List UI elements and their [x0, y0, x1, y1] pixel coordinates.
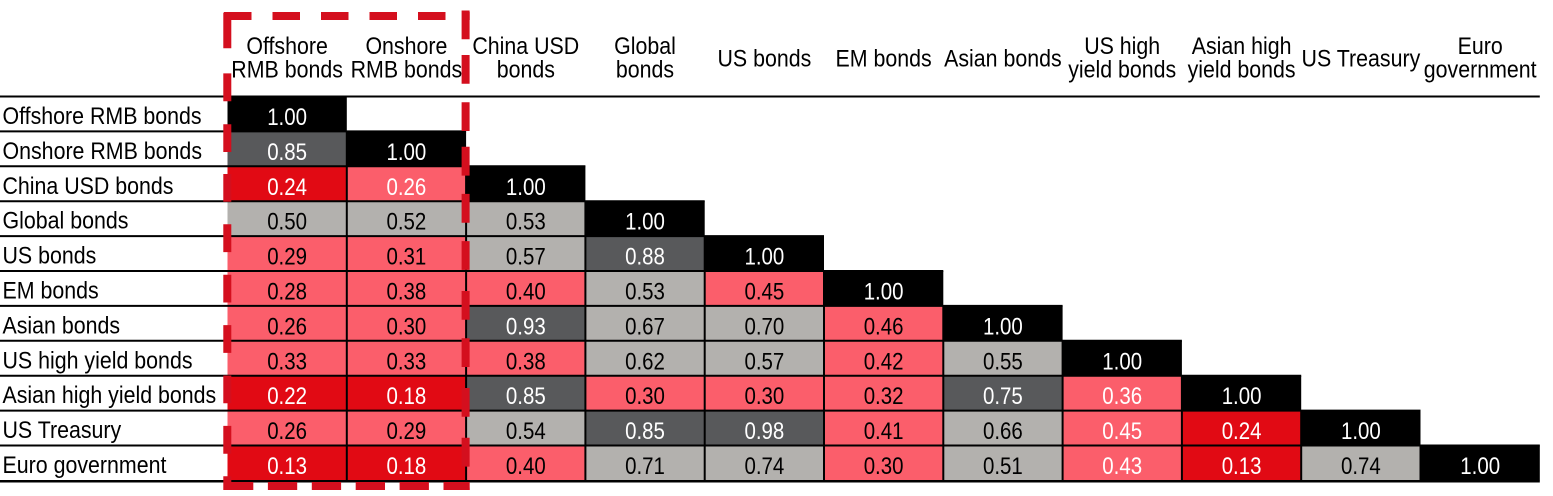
- svg-text:0.55: 0.55: [983, 348, 1023, 375]
- svg-text:China USD: China USD: [472, 33, 579, 60]
- svg-text:RMB bonds: RMB bonds: [351, 57, 463, 84]
- svg-text:0.29: 0.29: [267, 244, 307, 271]
- svg-text:0.40: 0.40: [506, 279, 546, 306]
- svg-text:0.38: 0.38: [506, 348, 546, 375]
- svg-text:US high yield bonds: US high yield bonds: [3, 347, 193, 374]
- svg-text:0.74: 0.74: [1341, 453, 1381, 480]
- svg-text:0.75: 0.75: [983, 383, 1023, 410]
- svg-text:Onshore RMB bonds: Onshore RMB bonds: [3, 138, 203, 165]
- svg-text:0.42: 0.42: [864, 348, 904, 375]
- svg-text:0.85: 0.85: [506, 383, 546, 410]
- svg-text:0.36: 0.36: [1102, 383, 1142, 410]
- svg-text:0.62: 0.62: [625, 348, 665, 375]
- svg-text:US high: US high: [1084, 33, 1160, 60]
- svg-text:0.33: 0.33: [267, 348, 307, 375]
- svg-text:0.22: 0.22: [267, 383, 307, 410]
- svg-text:0.57: 0.57: [506, 244, 546, 271]
- svg-text:0.98: 0.98: [745, 418, 785, 445]
- svg-text:1.00: 1.00: [267, 104, 307, 131]
- svg-text:0.46: 0.46: [864, 313, 904, 340]
- svg-text:0.88: 0.88: [625, 244, 665, 271]
- svg-text:1.00: 1.00: [1102, 348, 1142, 375]
- svg-text:0.13: 0.13: [267, 453, 307, 480]
- svg-text:Euro government: Euro government: [3, 452, 167, 479]
- svg-text:0.24: 0.24: [1222, 418, 1262, 445]
- svg-text:Asian bonds: Asian bonds: [944, 46, 1062, 73]
- svg-text:0.41: 0.41: [864, 418, 904, 445]
- svg-text:US bonds: US bonds: [718, 46, 812, 73]
- svg-text:0.30: 0.30: [387, 313, 427, 340]
- svg-text:0.43: 0.43: [1102, 453, 1142, 480]
- svg-text:1.00: 1.00: [864, 279, 904, 306]
- svg-text:0.30: 0.30: [625, 383, 665, 410]
- svg-text:0.29: 0.29: [387, 418, 427, 445]
- svg-text:Onshore: Onshore: [365, 33, 447, 60]
- svg-text:0.28: 0.28: [267, 279, 307, 306]
- svg-text:0.85: 0.85: [267, 139, 307, 166]
- svg-text:EM bonds: EM bonds: [836, 46, 932, 73]
- svg-text:0.31: 0.31: [387, 244, 427, 271]
- svg-text:US Treasury: US Treasury: [3, 417, 122, 444]
- svg-text:0.30: 0.30: [745, 383, 785, 410]
- svg-text:EM bonds: EM bonds: [3, 278, 99, 305]
- svg-text:RMB bonds: RMB bonds: [231, 57, 343, 84]
- svg-text:Asian high: Asian high: [1192, 33, 1292, 60]
- svg-text:1.00: 1.00: [625, 209, 665, 236]
- svg-text:0.93: 0.93: [506, 313, 546, 340]
- svg-text:0.38: 0.38: [387, 279, 427, 306]
- svg-text:1.00: 1.00: [506, 174, 546, 201]
- svg-text:1.00: 1.00: [1460, 453, 1500, 480]
- svg-text:0.53: 0.53: [506, 209, 546, 236]
- svg-text:0.40: 0.40: [506, 453, 546, 480]
- svg-text:0.13: 0.13: [1222, 453, 1262, 480]
- svg-text:0.54: 0.54: [506, 418, 546, 445]
- svg-text:Asian bonds: Asian bonds: [3, 312, 121, 339]
- svg-text:1.00: 1.00: [387, 139, 427, 166]
- svg-text:0.70: 0.70: [745, 313, 785, 340]
- svg-text:0.33: 0.33: [387, 348, 427, 375]
- svg-text:0.26: 0.26: [267, 418, 307, 445]
- svg-text:Global: Global: [614, 33, 676, 60]
- svg-text:Global bonds: Global bonds: [3, 208, 129, 235]
- svg-text:0.45: 0.45: [1102, 418, 1142, 445]
- svg-text:1.00: 1.00: [1222, 383, 1262, 410]
- svg-text:0.52: 0.52: [387, 209, 427, 236]
- svg-text:0.24: 0.24: [267, 174, 307, 201]
- svg-text:0.66: 0.66: [983, 418, 1023, 445]
- svg-text:bonds: bonds: [497, 57, 555, 84]
- svg-text:Offshore RMB bonds: Offshore RMB bonds: [3, 103, 202, 130]
- svg-text:government: government: [1424, 57, 1537, 84]
- svg-text:1.00: 1.00: [983, 313, 1023, 340]
- svg-text:0.53: 0.53: [625, 279, 665, 306]
- svg-text:0.74: 0.74: [745, 453, 785, 480]
- svg-text:US Treasury: US Treasury: [1302, 46, 1421, 73]
- svg-text:0.67: 0.67: [625, 313, 665, 340]
- svg-text:0.26: 0.26: [267, 313, 307, 340]
- svg-text:China USD bonds: China USD bonds: [3, 173, 174, 200]
- svg-text:yield bonds: yield bonds: [1068, 57, 1176, 84]
- svg-text:Euro: Euro: [1458, 33, 1503, 60]
- svg-text:0.26: 0.26: [387, 174, 427, 201]
- svg-text:0.45: 0.45: [745, 279, 785, 306]
- svg-text:1.00: 1.00: [1341, 418, 1381, 445]
- svg-text:0.51: 0.51: [983, 453, 1023, 480]
- svg-text:0.50: 0.50: [267, 209, 307, 236]
- svg-text:0.71: 0.71: [625, 453, 665, 480]
- svg-text:1.00: 1.00: [745, 244, 785, 271]
- svg-text:0.57: 0.57: [745, 348, 785, 375]
- svg-text:yield bonds: yield bonds: [1188, 57, 1296, 84]
- svg-text:0.18: 0.18: [387, 453, 427, 480]
- svg-text:0.30: 0.30: [864, 453, 904, 480]
- svg-text:Asian high yield bonds: Asian high yield bonds: [3, 382, 217, 409]
- svg-text:US bonds: US bonds: [3, 243, 97, 270]
- svg-text:Offshore: Offshore: [246, 33, 328, 60]
- svg-text:0.85: 0.85: [625, 418, 665, 445]
- svg-text:bonds: bonds: [616, 57, 674, 84]
- svg-text:0.32: 0.32: [864, 383, 904, 410]
- svg-text:0.18: 0.18: [387, 383, 427, 410]
